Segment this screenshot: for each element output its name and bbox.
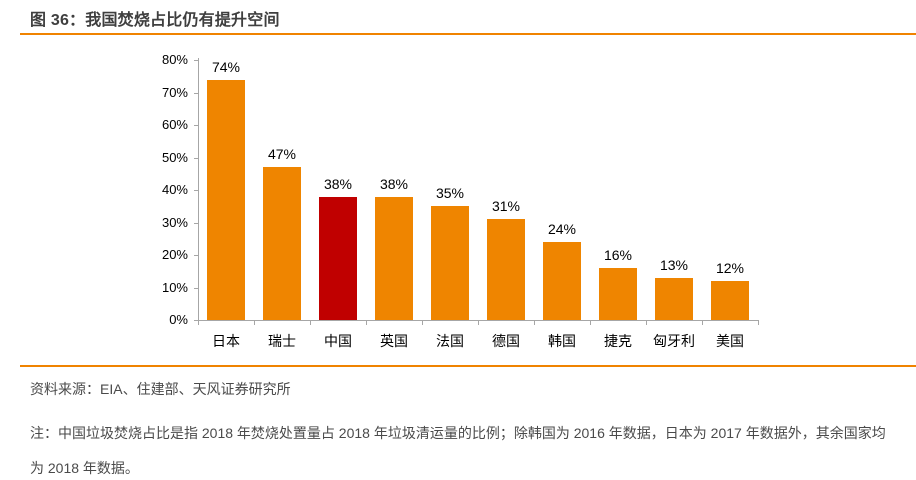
- x-tick-mark: [422, 321, 423, 325]
- category-label-德国: 德国: [492, 333, 520, 349]
- y-tick-label: 80%: [161, 52, 188, 67]
- y-tick-label: 10%: [161, 279, 188, 295]
- y-tick-mark: [194, 157, 198, 159]
- x-tick-mark: [646, 321, 647, 325]
- y-tick-mark: [194, 255, 198, 256]
- category-label-中国: 中国: [324, 333, 352, 349]
- category-label-英国: 英国: [380, 333, 408, 349]
- chart-bar-捷克: [599, 268, 637, 320]
- x-axis-line: [198, 320, 759, 321]
- bar-value-label: 31%: [491, 198, 521, 215]
- y-tick-mark: [194, 60, 198, 61]
- footer-rule: [20, 365, 916, 367]
- bar-value-label: 24%: [547, 221, 577, 237]
- category-label-瑞士: 瑞士: [268, 333, 296, 349]
- bar-value-label: 74%: [211, 58, 241, 75]
- bar-value-label: 12%: [715, 260, 745, 276]
- chart-bar-法国: [431, 206, 469, 320]
- y-tick-mark: [194, 320, 198, 321]
- x-tick-mark: [478, 321, 479, 325]
- chart-bar-匈牙利: [655, 277, 693, 320]
- y-tick-mark: [194, 222, 198, 224]
- category-label-日本: 日本: [212, 333, 240, 349]
- header-rule: [20, 33, 916, 35]
- y-tick-mark: [194, 92, 198, 94]
- y-tick-label: 60%: [161, 117, 188, 132]
- y-tick-mark: [194, 190, 198, 191]
- chart-bar-中国: [319, 196, 357, 320]
- category-label-捷克: 捷克: [604, 333, 632, 349]
- category-label-法国: 法国: [436, 333, 464, 349]
- chart-bar-德国: [487, 219, 525, 320]
- chart-bar-美国: [711, 281, 749, 320]
- bar-value-label: 38%: [323, 175, 353, 192]
- x-tick-mark: [366, 321, 367, 325]
- x-tick-mark: [758, 321, 759, 325]
- y-tick-label: 70%: [161, 84, 188, 100]
- bar-value-label: 16%: [603, 247, 633, 263]
- x-tick-mark: [534, 321, 535, 325]
- incineration-bar-chart: 0% 10% 20% 30% 40% 50% 60% 70% 80% 74% 47% 38% 38% 3…: [161, 52, 759, 349]
- y-tick-label: 20%: [161, 247, 188, 262]
- bar-value-label: 47%: [267, 146, 297, 163]
- y-axis-line: [198, 58, 199, 321]
- source-text: 资料来源：EIA、住建部、天风证券研究所: [30, 381, 291, 397]
- x-tick-mark: [198, 321, 199, 325]
- x-tick-mark: [310, 321, 311, 325]
- bar-value-label: 13%: [659, 256, 689, 273]
- y-tick-label: 0%: [169, 312, 188, 327]
- chart-bar-韩国: [543, 242, 581, 320]
- chart-bar-英国: [375, 196, 413, 320]
- note-text: 注：中国垃圾焚烧占比是指 2018 年焚烧处置量占 2018 年垃圾清运量的比例…: [30, 425, 886, 476]
- category-label-匈牙利: 匈牙利: [653, 333, 695, 349]
- bar-value-label: 38%: [379, 175, 409, 192]
- y-tick-label: 40%: [161, 182, 188, 197]
- y-tick-label: 30%: [161, 214, 188, 230]
- y-tick-mark: [194, 287, 198, 289]
- category-label-美国: 美国: [716, 333, 744, 349]
- chart-bar-日本: [207, 79, 245, 320]
- figure-title: 图 36：我国焚烧占比仍有提升空间: [30, 12, 280, 29]
- x-tick-mark: [590, 321, 591, 325]
- x-tick-mark: [254, 321, 255, 325]
- chart-bar-瑞士: [263, 167, 301, 320]
- y-tick-mark: [194, 125, 198, 126]
- category-label-韩国: 韩国: [548, 333, 576, 349]
- bar-value-label: 35%: [435, 185, 465, 202]
- x-tick-mark: [702, 321, 703, 325]
- y-tick-label: 50%: [161, 149, 188, 165]
